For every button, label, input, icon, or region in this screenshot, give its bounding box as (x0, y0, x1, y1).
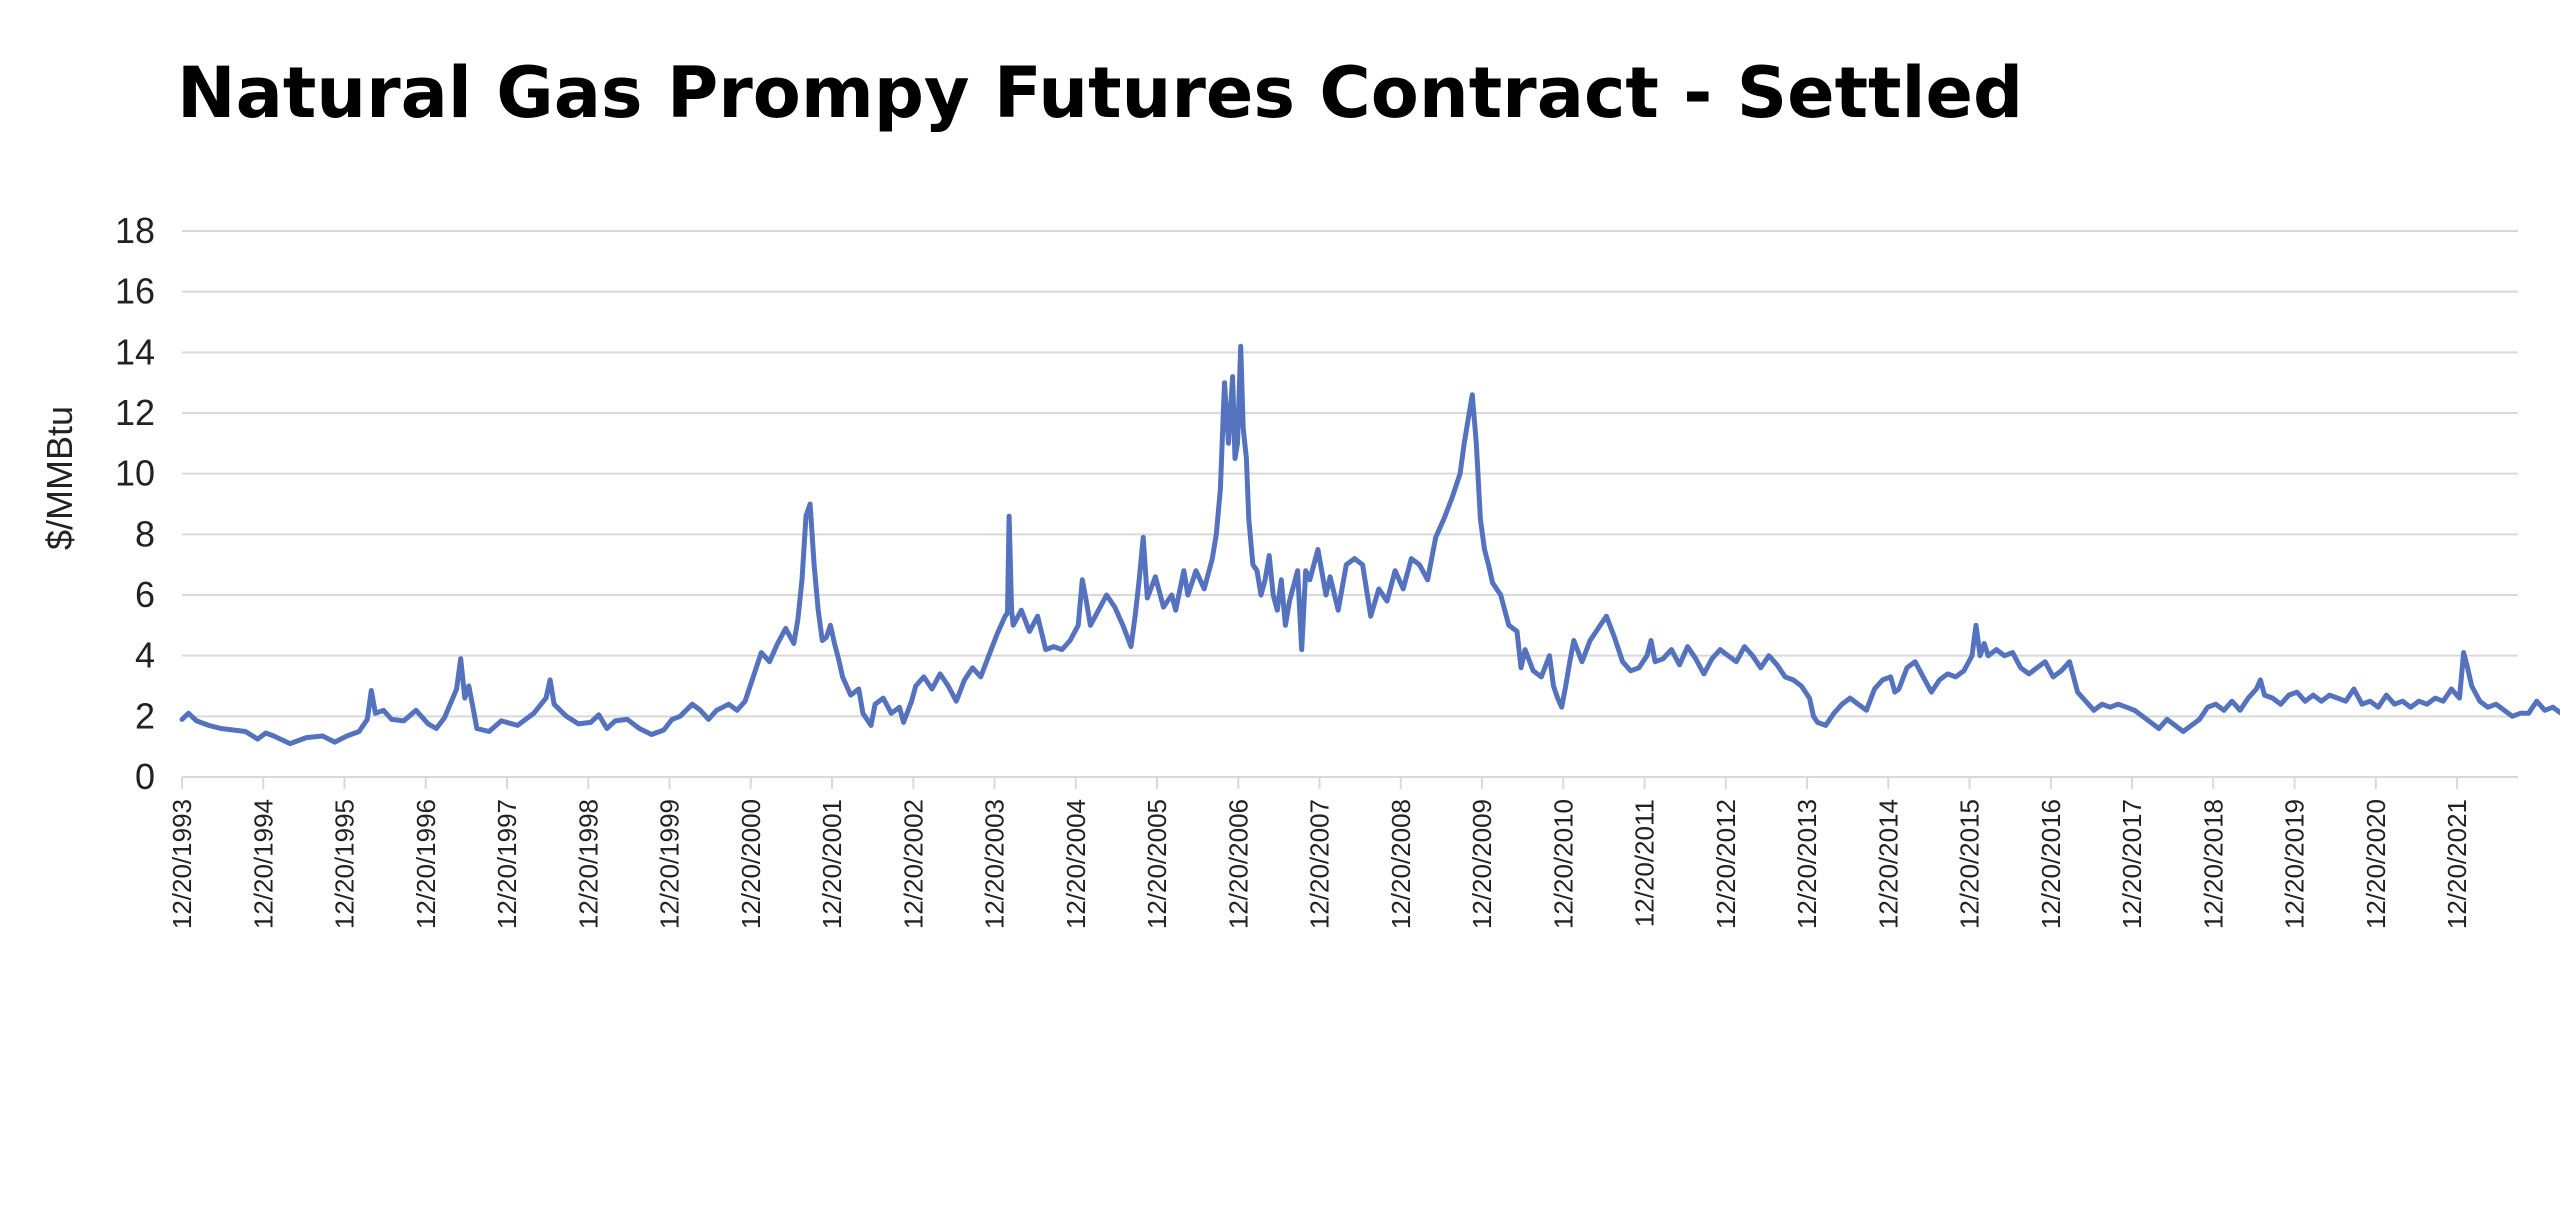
y-tick-label: 8 (135, 513, 155, 554)
x-tick-label: 12/20/2006 (1223, 799, 1253, 929)
x-tick-label: 12/20/2002 (898, 799, 928, 929)
x-tick-label: 12/20/2021 (2442, 799, 2472, 929)
x-tick-label: 12/20/2000 (736, 799, 766, 929)
x-tick-label: 12/20/2014 (1873, 799, 1903, 929)
x-tick-label: 12/20/1999 (655, 799, 685, 929)
y-tick-label: 0 (135, 756, 155, 797)
x-tick-label: 12/20/2013 (1792, 799, 1822, 929)
y-tick-label: 10 (115, 453, 155, 494)
gridlines (182, 230, 2518, 718)
x-tick-label: 12/20/2019 (2280, 799, 2310, 929)
x-axis-ticks: 12/20/1993 12/20/1994 12/20/1995 12/20/1996… (167, 777, 2472, 929)
y-tick-label: 14 (115, 331, 155, 372)
x-tick-label: 12/20/2004 (1061, 799, 1091, 929)
x-tick-label: 12/20/2003 (980, 799, 1010, 929)
x-tick-label: 12/20/2020 (2361, 799, 2391, 929)
x-tick-label: 12/20/1993 (167, 799, 197, 929)
x-tick-label: 12/20/1998 (573, 799, 603, 929)
x-tick-label: 12/20/2016 (2036, 799, 2066, 929)
y-tick-label: 6 (135, 574, 155, 615)
x-tick-label: 12/20/2001 (817, 799, 847, 929)
x-tick-label: 12/20/2009 (1467, 799, 1497, 929)
x-tick-label: 12/20/2011 (1630, 799, 1660, 927)
chart-title: Natural Gas Prompy Futures Contract - Se… (177, 52, 2024, 134)
x-tick-label: 12/20/2008 (1386, 799, 1416, 929)
x-tick-label: 12/20/2017 (2117, 799, 2147, 929)
y-tick-label: 4 (135, 635, 155, 676)
x-tick-label: 12/20/1995 (330, 799, 360, 929)
series-line (179, 343, 2560, 747)
x-tick-label: 12/20/1994 (248, 799, 278, 929)
y-axis-label: $/MMBtu (39, 406, 80, 550)
y-axis-ticks: 0 2 4 6 8 10 12 14 16 18 (115, 210, 155, 797)
x-tick-label: 12/20/2010 (1548, 799, 1578, 929)
x-tick-label: 12/20/2018 (2198, 799, 2228, 929)
x-tick-label: 12/20/2015 (1955, 799, 1985, 929)
y-tick-label: 16 (115, 271, 155, 312)
x-tick-label: 12/20/1996 (411, 799, 441, 929)
y-tick-label: 18 (115, 210, 155, 251)
x-tick-label: 12/20/2005 (1142, 799, 1172, 929)
x-tick-label: 12/20/2012 (1711, 799, 1741, 929)
x-tick-label: 12/20/2007 (1305, 799, 1335, 929)
y-tick-label: 12 (115, 392, 155, 433)
x-tick-label: 12/20/1997 (492, 799, 522, 929)
y-tick-label: 2 (135, 695, 155, 736)
